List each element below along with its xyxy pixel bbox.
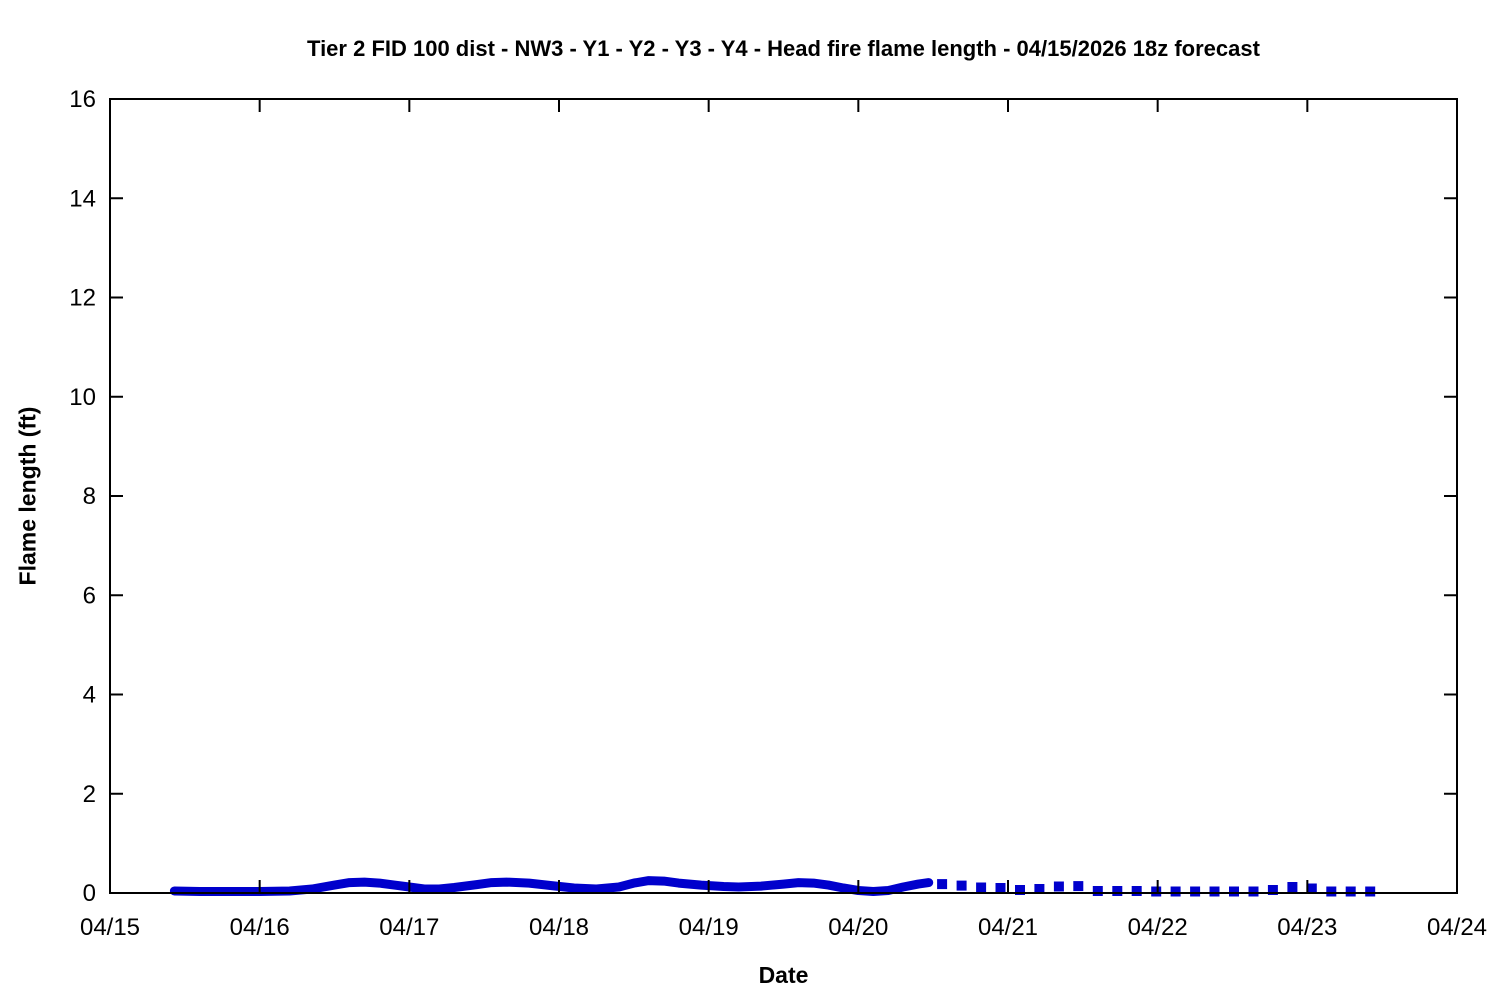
- head-fire-flame-length-extended-outlook-point: [1151, 886, 1162, 897]
- head-fire-flame-length-forecast: [169, 876, 934, 896]
- head-fire-flame-length-extended-outlook-point: [1073, 881, 1084, 892]
- x-tick-label: 04/17: [379, 914, 439, 941]
- head-fire-flame-length-extended-outlook-point: [1326, 886, 1337, 897]
- x-tick-label: 04/19: [679, 914, 739, 941]
- head-fire-flame-length-extended-outlook-point: [1267, 885, 1278, 895]
- chart-title: Tier 2 FID 100 dist - NW3 - Y1 - Y2 - Y3…: [307, 36, 1260, 61]
- head-fire-flame-length-extended-outlook-point: [1209, 886, 1220, 897]
- y-tick-label: 16: [69, 86, 96, 113]
- head-fire-flame-length-extended-outlook-point: [1131, 886, 1142, 896]
- head-fire-flame-length-extended-outlook-point: [1229, 886, 1239, 897]
- head-fire-flame-length-extended-outlook-point: [1092, 886, 1103, 896]
- x-axis-title: Date: [758, 962, 809, 988]
- head-fire-flame-length-extended-outlook-point: [1306, 883, 1317, 894]
- head-fire-flame-length-extended-outlook-point: [1015, 885, 1025, 895]
- x-tick-label: 04/23: [1277, 914, 1337, 941]
- x-tick-label: 04/21: [978, 914, 1038, 941]
- head-fire-flame-length-extended-outlook-point: [1287, 882, 1298, 892]
- head-fire-flame-length-extended-outlook-point: [1034, 884, 1045, 894]
- head-fire-flame-length-extended-outlook-point: [956, 880, 967, 891]
- x-tick-label: 04/24: [1427, 914, 1487, 941]
- y-tick-label: 0: [83, 880, 96, 907]
- head-fire-flame-length-extended-outlook-point: [1170, 886, 1181, 897]
- x-tick-label: 04/22: [1128, 914, 1188, 941]
- y-tick-label: 2: [83, 781, 96, 808]
- y-tick-label: 8: [83, 483, 96, 510]
- x-tick-label: 04/16: [230, 914, 290, 941]
- x-tick-label: 04/15: [80, 914, 140, 941]
- head-fire-flame-length-extended-outlook-point: [1345, 886, 1356, 897]
- head-fire-flame-length-extended-outlook-point: [976, 882, 987, 893]
- head-fire-flame-length-extended-outlook-point: [1190, 886, 1201, 897]
- y-tick-label: 4: [83, 682, 96, 709]
- head-fire-flame-length-extended-outlook-point: [995, 883, 1006, 893]
- head-fire-flame-length-extended-outlook-point: [1248, 886, 1259, 897]
- head-fire-flame-length-extended-outlook-point: [1053, 881, 1064, 892]
- head-fire-flame-length-extended-outlook-point: [937, 879, 948, 890]
- head-fire-flame-length-extended-outlook-point: [1112, 886, 1123, 896]
- y-tick-label: 12: [69, 285, 96, 312]
- y-tick-label: 14: [69, 185, 96, 212]
- y-tick-label: 6: [83, 582, 96, 609]
- plot-border: [109, 98, 1458, 894]
- y-tick-label: 10: [69, 384, 96, 411]
- x-tick-label: 04/20: [828, 914, 888, 941]
- x-tick-label: 04/18: [529, 914, 589, 941]
- head-fire-flame-length-extended-outlook-point: [1365, 886, 1376, 897]
